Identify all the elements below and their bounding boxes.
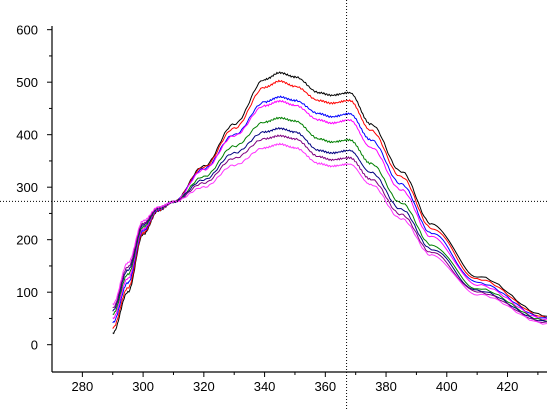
x-tick-label: 360 [314,379,336,394]
x-tick-label: 420 [497,379,519,394]
ticks: 0 100 200 300 400 500 600 280 300 320 340 360 380 400… [16,23,539,394]
y-tick-label: 400 [16,128,38,143]
x-tick-label: 300 [132,379,154,394]
x-tick-label: 400 [436,379,458,394]
y-tick-label: 0 [31,338,38,353]
spectrum-line [112,142,547,325]
axes [51,26,547,373]
y-tick-label: 500 [16,75,38,90]
spectrum-line [112,71,547,335]
y-tick-label: 100 [16,285,38,300]
y-tick-label: 600 [16,23,38,38]
y-tick-label: 200 [16,233,38,248]
series-layer [112,71,547,335]
x-tick-label: 320 [193,379,215,394]
x-tick-label: 380 [375,379,397,394]
y-tick-label: 300 [16,180,38,195]
spectrum-line [112,116,547,322]
spectrum-line [112,99,547,321]
x-tick-label: 340 [254,379,276,394]
spectrum-line [112,126,547,323]
x-tick-label: 280 [72,379,94,394]
